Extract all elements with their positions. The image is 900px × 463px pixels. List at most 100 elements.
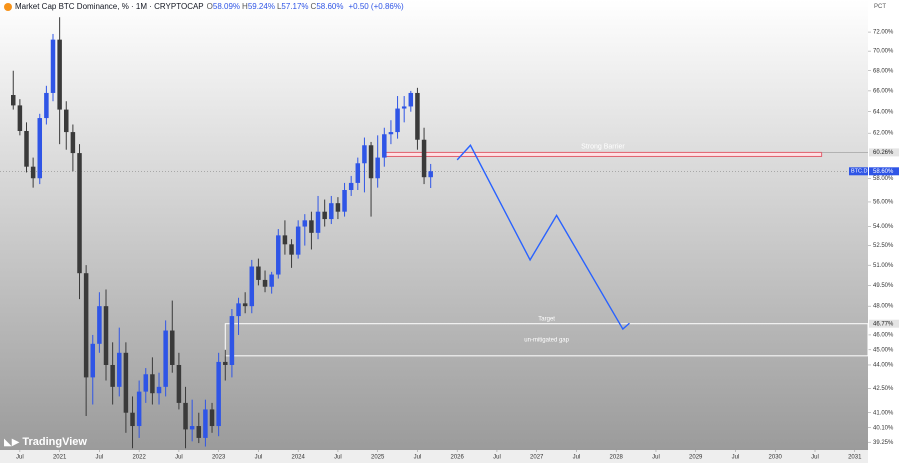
candle-body	[37, 118, 43, 179]
candle-body	[242, 303, 248, 307]
x-tick-label: Jul	[652, 455, 660, 461]
y-tick-label: 64.00%	[873, 109, 894, 115]
candle-body	[302, 220, 308, 227]
candle-body	[428, 171, 433, 178]
x-tick-label: Jul	[255, 455, 263, 461]
candle-body	[10, 95, 16, 106]
y-tick-label: 45.00%	[873, 347, 894, 353]
x-tick-label: 2021	[53, 455, 67, 461]
projection-line	[456, 144, 630, 331]
symbol-logo	[4, 2, 12, 11]
x-tick-label: Jul	[573, 455, 581, 461]
y-tick-label: 58.00%	[873, 176, 894, 182]
x-tick-label: 2026	[451, 455, 465, 461]
zone-label: un-mitigated gap	[524, 337, 569, 343]
x-tick-label: 2030	[769, 455, 783, 461]
watermark-text: TradingView	[22, 436, 87, 448]
candle-body	[150, 374, 155, 394]
x-tick-label: Jul	[414, 455, 422, 461]
candle-body	[236, 303, 241, 317]
x-tick-label: 2027	[530, 455, 544, 461]
x-tick-label: Jul	[811, 455, 819, 461]
y-tick-label: 48.00%	[873, 304, 894, 310]
candle-body	[269, 274, 274, 287]
candle-body	[209, 409, 215, 427]
x-tick-label: 2024	[291, 455, 305, 461]
candle-body	[156, 386, 162, 394]
scale-mode[interactable]: PCT	[874, 4, 886, 10]
candle-body	[368, 145, 374, 179]
candle-body	[110, 364, 115, 387]
candle-body	[183, 402, 188, 430]
y-tick-label: 70.00%	[873, 49, 894, 55]
candle-body	[17, 105, 23, 131]
candle-body	[176, 364, 182, 403]
ohlc-value: 58.09%	[212, 2, 241, 11]
ohlc-values: O58.09% H59.24% L57.17% C58.60%	[207, 2, 346, 11]
watermark: ◣▶ TradingView	[4, 436, 87, 448]
y-tick-label: 41.00%	[873, 410, 894, 416]
zone-axis-box	[869, 148, 899, 157]
candle-body	[223, 361, 228, 365]
y-tick-label: 66.00%	[873, 88, 894, 94]
x-tick-label: Jul	[175, 455, 183, 461]
candle-body	[329, 203, 334, 220]
candle-body	[388, 132, 394, 135]
y-tick-label: 56.00%	[873, 200, 894, 206]
candle-body	[415, 92, 420, 140]
zone	[383, 151, 823, 157]
y-tick-label: 62.00%	[873, 131, 894, 137]
candle-body	[70, 132, 76, 154]
candle-body	[83, 273, 89, 378]
candle-body	[309, 220, 314, 233]
zone-label: Strong Barrier	[581, 143, 625, 150]
candle-body	[123, 352, 129, 413]
candle-body	[289, 244, 294, 255]
candle-body	[262, 279, 268, 287]
candle-body	[64, 109, 69, 133]
candle-body	[24, 130, 29, 167]
candle-body	[103, 306, 109, 365]
candle-body	[395, 108, 400, 133]
ohlc-value: 59.24%	[247, 2, 275, 11]
candle-body	[44, 92, 49, 119]
x-tick-label: 2028	[610, 455, 624, 461]
y-tick-label: 42.50%	[873, 386, 894, 392]
candle-body	[90, 343, 96, 378]
legend-header: Market Cap BTC Dominance, % · 1M · CRYPT…	[4, 2, 406, 11]
candle-body	[421, 139, 427, 178]
candle-body	[382, 134, 387, 158]
candle-body	[136, 391, 142, 427]
candle-body	[189, 426, 195, 430]
candle-body	[401, 106, 407, 109]
y-tick-label: 39.25%	[873, 440, 894, 446]
candle-body	[163, 330, 168, 387]
candle-body	[170, 330, 175, 365]
candle-body	[408, 92, 414, 107]
zone	[224, 323, 869, 357]
ohlc-value: 58.60%	[316, 2, 344, 11]
x-tick-label: 2029	[689, 455, 703, 461]
y-tick-label: 52.50%	[873, 243, 894, 249]
ohlc-key: H	[242, 2, 248, 11]
y-tick-label: 49.50%	[873, 283, 894, 289]
candle-body	[335, 203, 341, 212]
candle-body	[282, 235, 288, 245]
candle-body	[375, 157, 380, 179]
candle-body	[216, 361, 221, 427]
y-tick-label: 44.00%	[873, 363, 894, 369]
x-axis-panel	[0, 450, 868, 463]
ohlc-value: 57.17%	[281, 2, 309, 11]
candle-body	[322, 211, 327, 220]
candle-body	[229, 316, 235, 365]
y-tick-label: 46.00%	[873, 333, 894, 339]
last-price-box	[869, 167, 899, 176]
x-tick-label: Jul	[16, 455, 24, 461]
x-tick-label: 2023	[212, 455, 226, 461]
candle-body	[203, 409, 208, 438]
symbol-title: Market Cap BTC Dominance, % · 1M · CRYPT…	[15, 2, 204, 11]
y-tick-label: 40.10%	[873, 425, 894, 431]
zone-axis-label: 60.26%	[873, 150, 894, 156]
